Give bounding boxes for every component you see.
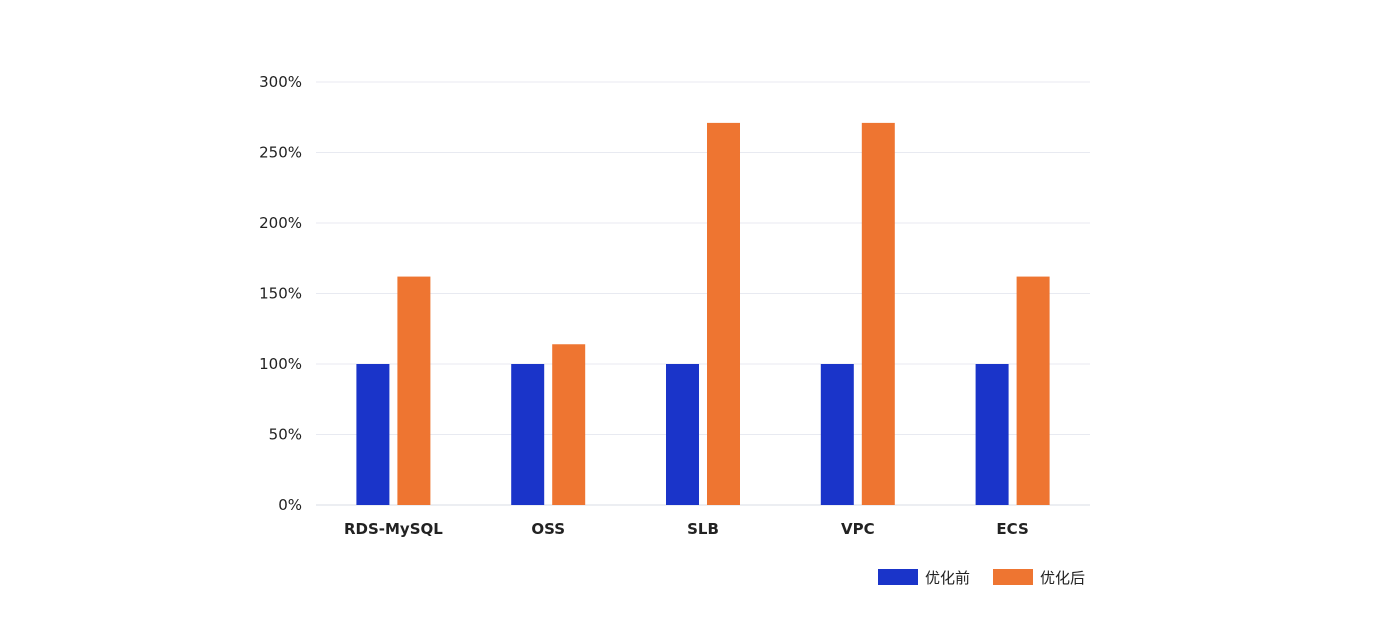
x-tick-label: VPC [841,520,875,538]
y-tick-label: 0% [278,496,302,514]
y-tick-label: 250% [259,144,302,162]
y-tick-label: 300% [259,73,302,91]
legend-item-after[interactable]: 优化后 [993,569,1085,587]
y-tick-label: 100% [259,355,302,373]
bar-before-rds-mysql [356,364,390,505]
bar-after-rds-mysql [397,276,431,505]
bar-after-vpc [861,122,895,505]
x-tick-label: SLB [687,520,719,538]
legend-label: 优化后 [1040,569,1085,587]
legend: 优化前 优化后 [878,569,1085,587]
legend-swatch [878,569,918,585]
bar-before-oss [511,364,545,505]
bar-after-oss [552,344,586,505]
grid-lines [316,81,1090,506]
bar-after-ecs [1016,276,1050,505]
legend-label: 优化前 [925,569,970,587]
bar-before-vpc [820,364,854,505]
bar-before-ecs [975,364,1009,505]
y-tick-label: 200% [259,214,302,232]
y-axis-ticks: 0% 50% 100% 150% 200% 250% 300% [259,73,302,514]
x-tick-label: OSS [531,520,565,538]
y-tick-label: 150% [259,285,302,303]
bars [356,122,1050,505]
y-tick-label: 50% [269,426,302,444]
bar-before-slb [666,364,699,505]
legend-swatch [993,569,1033,585]
legend-item-before[interactable]: 优化前 [878,569,970,587]
x-tick-label: RDS-MySQL [344,520,443,538]
x-axis-ticks: RDS-MySQL OSS SLB VPC ECS [344,520,1029,538]
x-tick-label: ECS [996,520,1028,538]
bar-after-slb [707,122,740,505]
